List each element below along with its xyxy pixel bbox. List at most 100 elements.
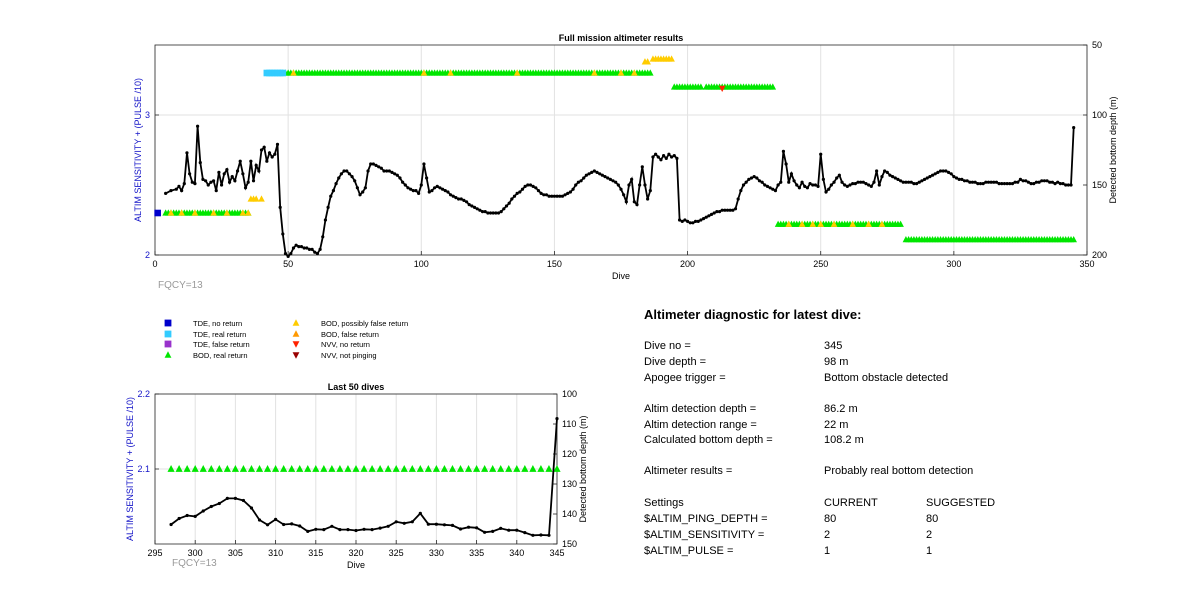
bottom-depth-point bbox=[899, 179, 903, 183]
bottom-depth-point bbox=[763, 183, 767, 187]
bottom-depth-point bbox=[960, 177, 964, 181]
bottom-depth-point bbox=[394, 520, 398, 524]
bottom-depth-point bbox=[499, 526, 503, 531]
legend-marker bbox=[164, 330, 172, 338]
bottom-depth-point bbox=[334, 182, 338, 186]
bottom-depth-point bbox=[544, 193, 549, 197]
bottom-depth-point bbox=[214, 189, 218, 193]
bottom-depth-point bbox=[632, 200, 636, 204]
bottom-depth-point bbox=[483, 210, 487, 214]
bottom-depth-point bbox=[757, 179, 762, 183]
legend-marker bbox=[292, 352, 300, 359]
bottom-depth-point bbox=[314, 527, 318, 531]
diag-label: Dive no = bbox=[644, 340, 691, 352]
bottom-depth-point bbox=[411, 189, 415, 193]
bottom-depth-point bbox=[590, 170, 594, 174]
bottom-depth-point bbox=[701, 217, 706, 221]
bottom-depth-point bbox=[274, 517, 278, 522]
bottom-depth-point bbox=[550, 194, 554, 198]
bottom-depth-point bbox=[584, 173, 588, 177]
diagnostic-title: Altimeter diagnostic for latest dive: bbox=[644, 307, 862, 322]
diag-value: 80 bbox=[824, 513, 837, 525]
bottom-depth-point bbox=[691, 221, 695, 225]
bod-real-return-marker bbox=[231, 465, 239, 472]
bottom-depth-point bbox=[555, 417, 559, 421]
bottom-depth-point bbox=[370, 528, 374, 532]
x-tick-label: 0 bbox=[152, 259, 157, 269]
y-right-axis-label: Detected bottom depth (m) bbox=[1108, 96, 1118, 203]
bottom-depth-point bbox=[362, 527, 366, 531]
bottom-depth-point bbox=[616, 183, 620, 187]
bottom-depth-point bbox=[337, 176, 341, 180]
bod-real-return-marker bbox=[247, 465, 256, 472]
bottom-depth-point bbox=[278, 205, 282, 209]
bottom-depth-point bbox=[744, 180, 748, 184]
bod-real-return-marker bbox=[304, 465, 312, 472]
bod-possibly-false-return-marker bbox=[631, 69, 638, 76]
bottom-depth-point bbox=[965, 179, 969, 183]
bottom-depth-point bbox=[273, 152, 277, 156]
legend-marker bbox=[292, 319, 300, 326]
diag-label: Dive depth = bbox=[644, 356, 707, 368]
bottom-depth-point bbox=[558, 194, 562, 198]
bottom-depth-point bbox=[307, 247, 312, 251]
x-tick-label: 325 bbox=[389, 548, 404, 558]
bottom-depth-point bbox=[821, 177, 825, 181]
bottom-depth-point bbox=[914, 182, 919, 186]
bottom-depth-point bbox=[622, 193, 626, 197]
bottom-depth-point bbox=[297, 245, 301, 249]
y-right-tick-label: 100 bbox=[562, 389, 577, 399]
bottom-depth-point bbox=[752, 175, 756, 179]
bottom-depth-point bbox=[997, 182, 1001, 186]
bottom-depth-point bbox=[329, 194, 333, 198]
bod-real-return-marker bbox=[191, 465, 199, 472]
diag-label: Calculated bottom depth = bbox=[644, 434, 773, 446]
x-tick-label: 305 bbox=[228, 548, 243, 558]
x-axis-label: Dive bbox=[612, 271, 630, 281]
bottom-depth-point bbox=[1050, 180, 1054, 184]
bottom-depth-point bbox=[603, 175, 607, 179]
bottom-depth-point bbox=[725, 208, 730, 212]
bottom-depth-point bbox=[257, 518, 262, 522]
legend-marker bbox=[292, 330, 300, 337]
bottom-depth-point bbox=[677, 218, 682, 222]
bottom-depth-point bbox=[715, 210, 719, 214]
bottom-depth-point bbox=[832, 180, 836, 184]
chart-title: Full mission altimeter results bbox=[559, 33, 684, 43]
diag-label: Altimeter results = bbox=[644, 465, 733, 477]
bottom-depth-point bbox=[440, 187, 445, 191]
bottom-depth-point bbox=[867, 183, 871, 187]
bottom-depth-point bbox=[164, 191, 168, 195]
bottom-depth-point bbox=[699, 218, 703, 222]
legend-label: TDE, no return bbox=[193, 319, 242, 328]
x-tick-label: 340 bbox=[509, 548, 524, 558]
bod-real-return-marker bbox=[473, 465, 481, 472]
bottom-depth-point bbox=[298, 524, 302, 528]
bottom-depth-point bbox=[773, 189, 778, 193]
bottom-depth-point bbox=[450, 523, 455, 528]
bottom-depth-point bbox=[646, 197, 650, 201]
diag-value: 108.2 m bbox=[824, 434, 864, 446]
bod-possibly-false-return-marker bbox=[290, 69, 297, 76]
bottom-depth-point bbox=[209, 504, 213, 509]
bottom-depth-point bbox=[512, 194, 517, 198]
bottom-depth-point bbox=[494, 211, 498, 215]
bod-possibly-false-return-marker bbox=[817, 220, 825, 227]
bottom-depth-point bbox=[464, 200, 469, 204]
bottom-depth-point bbox=[265, 159, 269, 163]
bottom-depth-line bbox=[170, 418, 558, 537]
bottom-depth-point bbox=[526, 183, 530, 187]
bod-possibly-false-return-marker bbox=[513, 69, 521, 76]
bottom-depth-point bbox=[568, 190, 573, 194]
bottom-depth-point bbox=[1005, 182, 1009, 186]
bod-real-return-marker bbox=[312, 465, 320, 472]
diag-value: 2 bbox=[824, 529, 831, 541]
bottom-depth-point bbox=[467, 203, 471, 207]
bottom-depth-point bbox=[410, 520, 414, 524]
bottom-depth-point bbox=[217, 501, 221, 506]
bottom-depth-point bbox=[883, 169, 887, 173]
bottom-depth-point bbox=[177, 516, 181, 521]
bottom-depth-point bbox=[829, 183, 833, 187]
bottom-depth-point bbox=[827, 187, 831, 191]
nvv-no-return-marker bbox=[718, 85, 726, 93]
